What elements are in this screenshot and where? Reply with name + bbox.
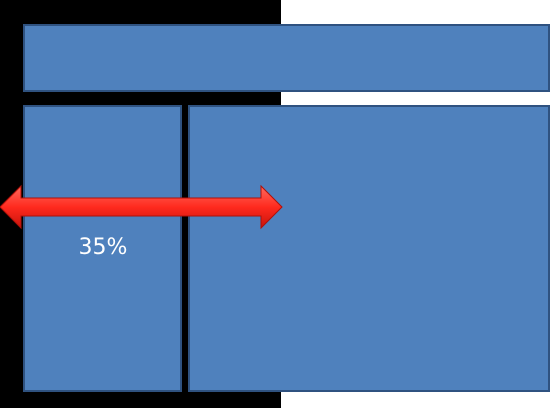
left-sidebar-panel xyxy=(23,105,182,392)
header-panel xyxy=(23,24,550,92)
double-headed-arrow-icon xyxy=(0,184,283,230)
width-percentage-label: 35% xyxy=(78,235,128,260)
main-content-panel xyxy=(188,105,550,392)
